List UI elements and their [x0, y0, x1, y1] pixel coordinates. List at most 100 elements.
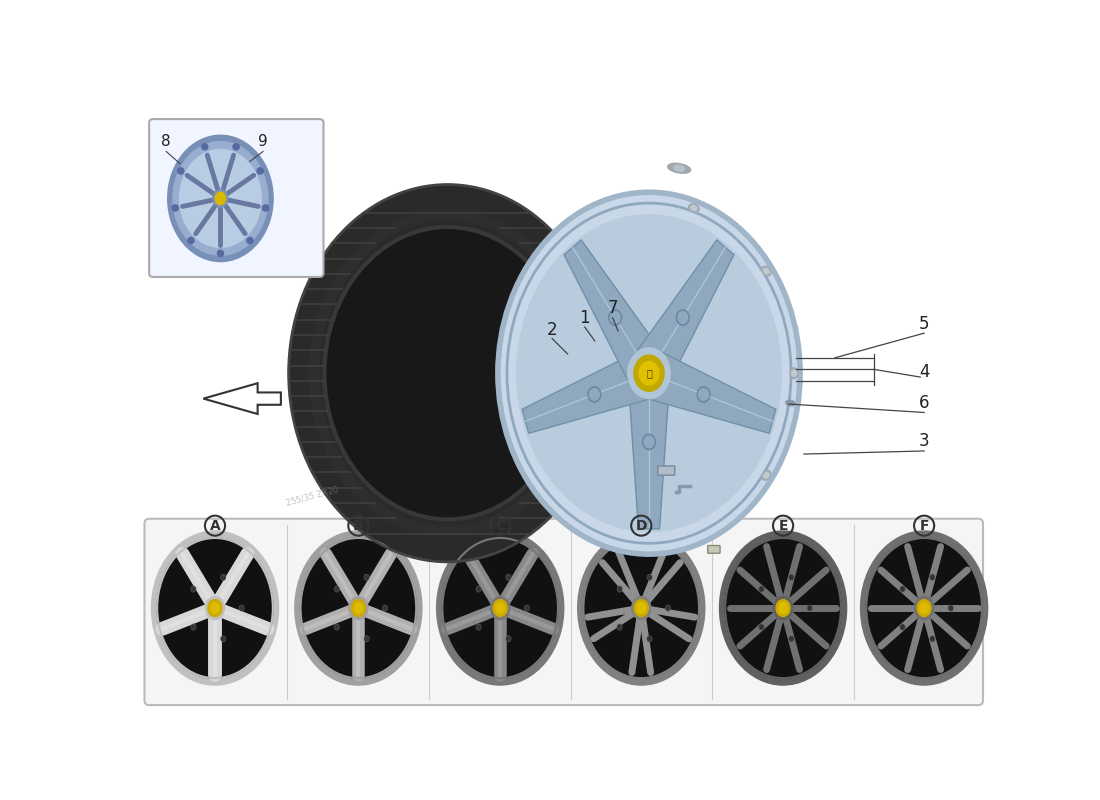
Ellipse shape	[779, 602, 788, 614]
Ellipse shape	[336, 625, 339, 629]
Ellipse shape	[914, 597, 934, 620]
Text: F: F	[920, 518, 928, 533]
Ellipse shape	[349, 597, 367, 620]
Ellipse shape	[442, 538, 558, 678]
Ellipse shape	[610, 312, 620, 323]
Text: 6: 6	[918, 394, 930, 412]
Circle shape	[233, 144, 239, 150]
Ellipse shape	[493, 599, 507, 617]
Text: 255/35 ZR20: 255/35 ZR20	[285, 485, 340, 507]
Ellipse shape	[324, 227, 571, 519]
Text: 🐎: 🐎	[646, 368, 652, 378]
Ellipse shape	[642, 434, 656, 450]
Ellipse shape	[179, 150, 262, 247]
Ellipse shape	[578, 531, 705, 685]
Ellipse shape	[773, 597, 793, 620]
Ellipse shape	[645, 436, 653, 448]
Circle shape	[177, 168, 184, 174]
Ellipse shape	[949, 606, 953, 610]
Ellipse shape	[790, 637, 793, 641]
Polygon shape	[628, 373, 670, 529]
Ellipse shape	[608, 310, 622, 326]
Ellipse shape	[507, 637, 510, 641]
Ellipse shape	[491, 597, 509, 620]
Polygon shape	[564, 240, 667, 388]
Ellipse shape	[648, 637, 651, 641]
Ellipse shape	[383, 606, 387, 610]
Ellipse shape	[476, 586, 481, 592]
Bar	[138, 281, 990, 527]
Text: C: C	[495, 518, 505, 533]
Ellipse shape	[525, 606, 529, 610]
Ellipse shape	[300, 538, 416, 678]
Ellipse shape	[222, 575, 224, 579]
Ellipse shape	[635, 599, 648, 617]
Ellipse shape	[676, 310, 690, 326]
Ellipse shape	[931, 574, 935, 580]
Text: 3: 3	[918, 432, 930, 450]
Ellipse shape	[860, 531, 988, 685]
Ellipse shape	[901, 587, 904, 591]
Ellipse shape	[437, 531, 563, 685]
Ellipse shape	[496, 602, 505, 614]
Ellipse shape	[618, 587, 621, 591]
Ellipse shape	[777, 599, 790, 617]
FancyBboxPatch shape	[707, 546, 721, 554]
Ellipse shape	[763, 473, 769, 478]
FancyBboxPatch shape	[150, 119, 323, 277]
Ellipse shape	[917, 599, 931, 617]
Ellipse shape	[167, 135, 273, 262]
FancyBboxPatch shape	[144, 518, 983, 705]
Ellipse shape	[931, 636, 935, 642]
Ellipse shape	[759, 586, 763, 592]
Ellipse shape	[698, 389, 708, 400]
Ellipse shape	[173, 142, 268, 255]
Ellipse shape	[588, 386, 601, 402]
Ellipse shape	[634, 355, 664, 391]
Ellipse shape	[763, 268, 769, 274]
Ellipse shape	[867, 538, 982, 678]
Ellipse shape	[901, 625, 904, 629]
Ellipse shape	[507, 575, 510, 579]
Text: a passion for parts since 1982: a passion for parts since 1982	[385, 390, 742, 464]
Ellipse shape	[506, 636, 510, 642]
Circle shape	[173, 205, 178, 211]
Text: 8: 8	[162, 134, 170, 149]
Polygon shape	[204, 383, 280, 414]
Ellipse shape	[222, 637, 224, 641]
Text: 5: 5	[918, 314, 930, 333]
Ellipse shape	[364, 636, 368, 642]
Ellipse shape	[628, 348, 670, 398]
Ellipse shape	[191, 625, 195, 629]
Ellipse shape	[617, 586, 621, 592]
Ellipse shape	[762, 266, 771, 276]
Circle shape	[257, 168, 263, 174]
Ellipse shape	[760, 587, 763, 591]
Ellipse shape	[637, 602, 646, 614]
Ellipse shape	[477, 625, 481, 629]
Ellipse shape	[697, 386, 710, 402]
Ellipse shape	[213, 190, 228, 207]
Ellipse shape	[948, 606, 953, 610]
Ellipse shape	[208, 599, 222, 617]
Ellipse shape	[647, 636, 651, 642]
Ellipse shape	[506, 574, 510, 580]
Ellipse shape	[354, 602, 363, 614]
Ellipse shape	[191, 624, 196, 630]
Ellipse shape	[668, 163, 691, 174]
Ellipse shape	[365, 637, 369, 641]
Ellipse shape	[210, 602, 219, 614]
Ellipse shape	[725, 538, 840, 678]
Ellipse shape	[678, 312, 688, 323]
Text: 7: 7	[607, 299, 618, 317]
Ellipse shape	[790, 368, 798, 378]
Ellipse shape	[689, 204, 700, 212]
Ellipse shape	[618, 625, 621, 629]
Ellipse shape	[206, 597, 224, 620]
Ellipse shape	[240, 606, 244, 610]
Ellipse shape	[583, 538, 700, 678]
Ellipse shape	[221, 636, 226, 642]
Ellipse shape	[760, 625, 763, 629]
Ellipse shape	[295, 531, 422, 685]
Ellipse shape	[590, 389, 600, 400]
